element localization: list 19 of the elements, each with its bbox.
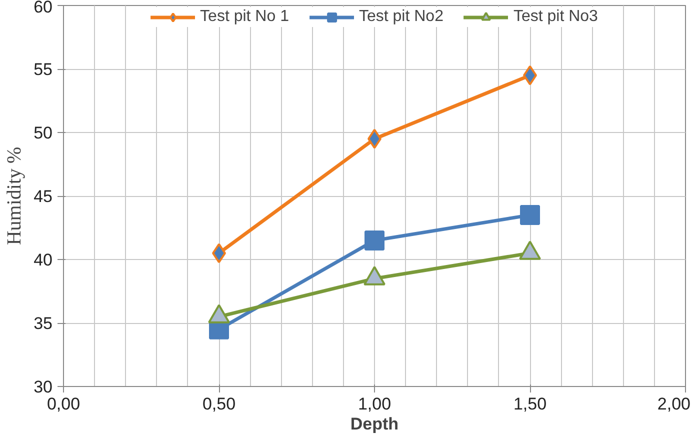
point bbox=[520, 205, 540, 226]
x-tick-label: 0,00 bbox=[46, 394, 80, 414]
x-tick-label: 2,00 bbox=[657, 394, 691, 414]
x-tick-label: 1,00 bbox=[358, 394, 392, 414]
legend-label: Test pit No2 bbox=[358, 8, 444, 26]
y-tick-label: 35 bbox=[34, 314, 53, 333]
y-tick-label: 60 bbox=[34, 0, 53, 16]
x-tick-label: 1,50 bbox=[513, 394, 547, 414]
y-tick-label: 45 bbox=[34, 187, 53, 206]
y-tick-label: 30 bbox=[34, 378, 53, 396]
x-axis-title: Depth bbox=[350, 414, 399, 434]
x-tick-label: 0,50 bbox=[202, 394, 236, 414]
point bbox=[364, 230, 384, 250]
y-tick-label: 55 bbox=[34, 60, 53, 79]
legend-label: Test pit No 1 bbox=[200, 8, 289, 26]
y-axis-title: Humidity % bbox=[4, 146, 26, 246]
y-tick-label: 40 bbox=[34, 250, 53, 270]
y-tick-label: 50 bbox=[34, 124, 53, 142]
legend-label: Test pit No3 bbox=[513, 8, 598, 26]
